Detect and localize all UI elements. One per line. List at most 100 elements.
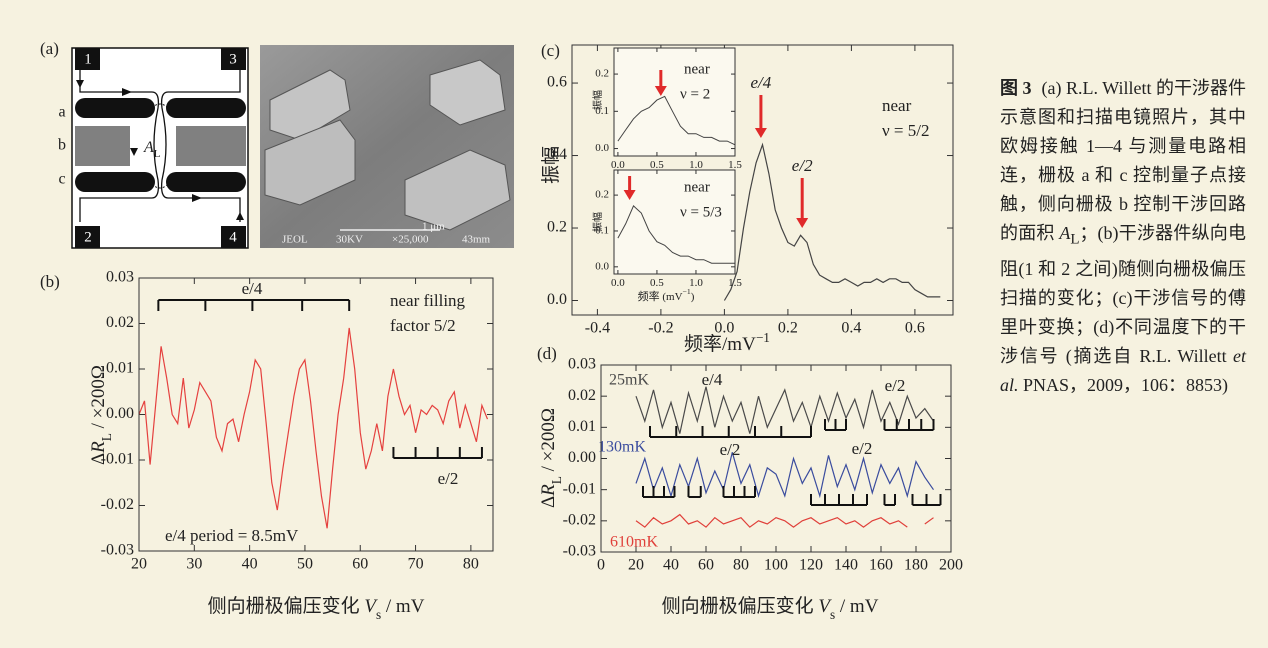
x-tick-label: 180: [904, 556, 928, 573]
arrow-head: [236, 212, 244, 220]
annotation: near filling: [390, 291, 466, 310]
arrow-head: [76, 80, 84, 88]
plot-frame: [613, 169, 736, 275]
y-tick-label: -0.02: [563, 512, 596, 529]
terminal: [221, 226, 246, 248]
y-tick-label: 0.0: [595, 260, 609, 272]
arrow-head: [754, 128, 767, 138]
caption-text: et al.: [1000, 345, 1246, 395]
x-tick-label: 50: [297, 555, 313, 572]
panel-label: (b): [40, 272, 60, 291]
x-axis-label-part: s: [376, 607, 381, 622]
caption-subscript: L: [1070, 231, 1080, 248]
x-tick-label: 0.4: [841, 319, 861, 336]
caption-symbol: A: [1059, 223, 1071, 243]
x-tick-label: 0: [597, 556, 605, 573]
x-axis-label-part: / mV: [835, 596, 879, 617]
y-axis-label-part: L: [99, 433, 114, 441]
photo-gate: [404, 149, 511, 231]
annotation: e/2: [852, 439, 873, 458]
y-tick-label: -0.02: [101, 496, 134, 513]
arrow-head: [122, 88, 132, 96]
data-line: [635, 513, 934, 528]
y-tick-label: -0.01: [563, 480, 596, 497]
x-tick-label: 0.0: [611, 277, 625, 289]
y-tick-label: 0.01: [568, 418, 596, 435]
gate-a: [166, 98, 246, 118]
photo-gate: [269, 69, 351, 141]
terminal-label: 1: [84, 51, 92, 67]
caption-label: 图 3: [1000, 78, 1032, 98]
x-tick-label: -0.4: [585, 319, 610, 336]
x-axis-label-part: −1: [683, 287, 691, 296]
x-tick-label: 1.5: [728, 159, 742, 171]
annotation: e/2: [885, 376, 906, 395]
y-tick-label: 0.1: [595, 105, 609, 117]
x-tick-label: 160: [869, 556, 893, 573]
data-line: [723, 142, 941, 301]
annotation: e/2: [438, 469, 459, 488]
arrow-head: [654, 86, 667, 96]
x-tick-label: 0.6: [905, 319, 925, 336]
annotation: e/4 period = 8.5mV: [165, 526, 299, 545]
annotation: e/4: [702, 370, 723, 389]
x-tick-label: 1.0: [689, 277, 703, 289]
y-tick-label: -0.01: [101, 451, 134, 468]
arrow-head: [192, 194, 202, 202]
x-axis-label-part: ): [691, 291, 695, 303]
data-line: [138, 327, 489, 529]
y-axis-label: 振幅: [540, 146, 562, 184]
x-tick-label: 80: [463, 555, 479, 572]
y-tick-label: 0.03: [106, 269, 134, 286]
y-tick-label: 0.0: [595, 142, 609, 154]
x-axis-label-part: s: [830, 607, 835, 622]
x-tick-label: 0.0: [611, 159, 625, 171]
x-tick-label: -0.2: [648, 319, 673, 336]
plot-frame: [600, 364, 952, 553]
y-tick-label: 0.2: [595, 68, 609, 80]
y-axis-label: ΔRL / ×200Ω: [538, 408, 563, 508]
y-axis-label: ΔRL / ×200Ω: [88, 365, 113, 465]
photo-text: 43mm: [462, 234, 491, 246]
plot-frame: [613, 47, 736, 157]
data-line: [635, 452, 934, 499]
x-tick-label: 20: [131, 555, 147, 572]
x-tick-label: 40: [242, 555, 258, 572]
y-axis-label-part: / ×200Ω: [538, 408, 559, 476]
x-tick-label: 0.0: [714, 319, 734, 336]
x-tick-label: 120: [799, 556, 823, 573]
photo-gate: [429, 59, 506, 126]
gate-c: [166, 172, 246, 192]
arrow-head: [130, 148, 138, 156]
x-tick-label: 20: [628, 556, 644, 573]
arrow-head: [623, 190, 636, 200]
y-axis-label-part: R: [88, 441, 109, 454]
x-tick-label: 70: [408, 555, 424, 572]
annotation: near: [684, 61, 710, 77]
y-tick-label: 0.03: [568, 356, 596, 373]
caption-text: PNAS，2009，106：8853): [1018, 374, 1229, 395]
x-tick-label: 0.2: [778, 319, 798, 336]
edge-path: [160, 70, 241, 222]
mesa: [75, 126, 130, 166]
panel-label: (d): [537, 344, 557, 363]
gate-c: [75, 172, 155, 192]
sem-photo: JEOL 30KV ×25,000 43mm 1 μm: [260, 45, 514, 248]
y-tick-label: 0.2: [595, 189, 609, 201]
terminal-label: 4: [229, 229, 237, 245]
inset-background: [614, 170, 735, 274]
y-tick-label: 0.2: [547, 219, 567, 236]
x-axis-label-part: / mV: [381, 596, 425, 617]
x-tick-label: 100: [764, 556, 788, 573]
mesa: [176, 126, 246, 166]
data-line: [635, 386, 934, 434]
annotation: ν = 5/2: [882, 121, 930, 140]
series-label: 130mK: [598, 439, 646, 456]
arrow-head: [796, 218, 809, 228]
caption-text: (a) R.L. Willett 的干涉器件示意图和扫描电镜照片，其中欧姆接触 …: [1000, 78, 1247, 243]
y-axis-label: 振幅: [591, 212, 604, 232]
data-line: [617, 205, 735, 264]
photo-text: 30KV: [336, 234, 363, 246]
x-tick-label: 80: [733, 556, 749, 573]
plot-frame: [138, 277, 494, 552]
